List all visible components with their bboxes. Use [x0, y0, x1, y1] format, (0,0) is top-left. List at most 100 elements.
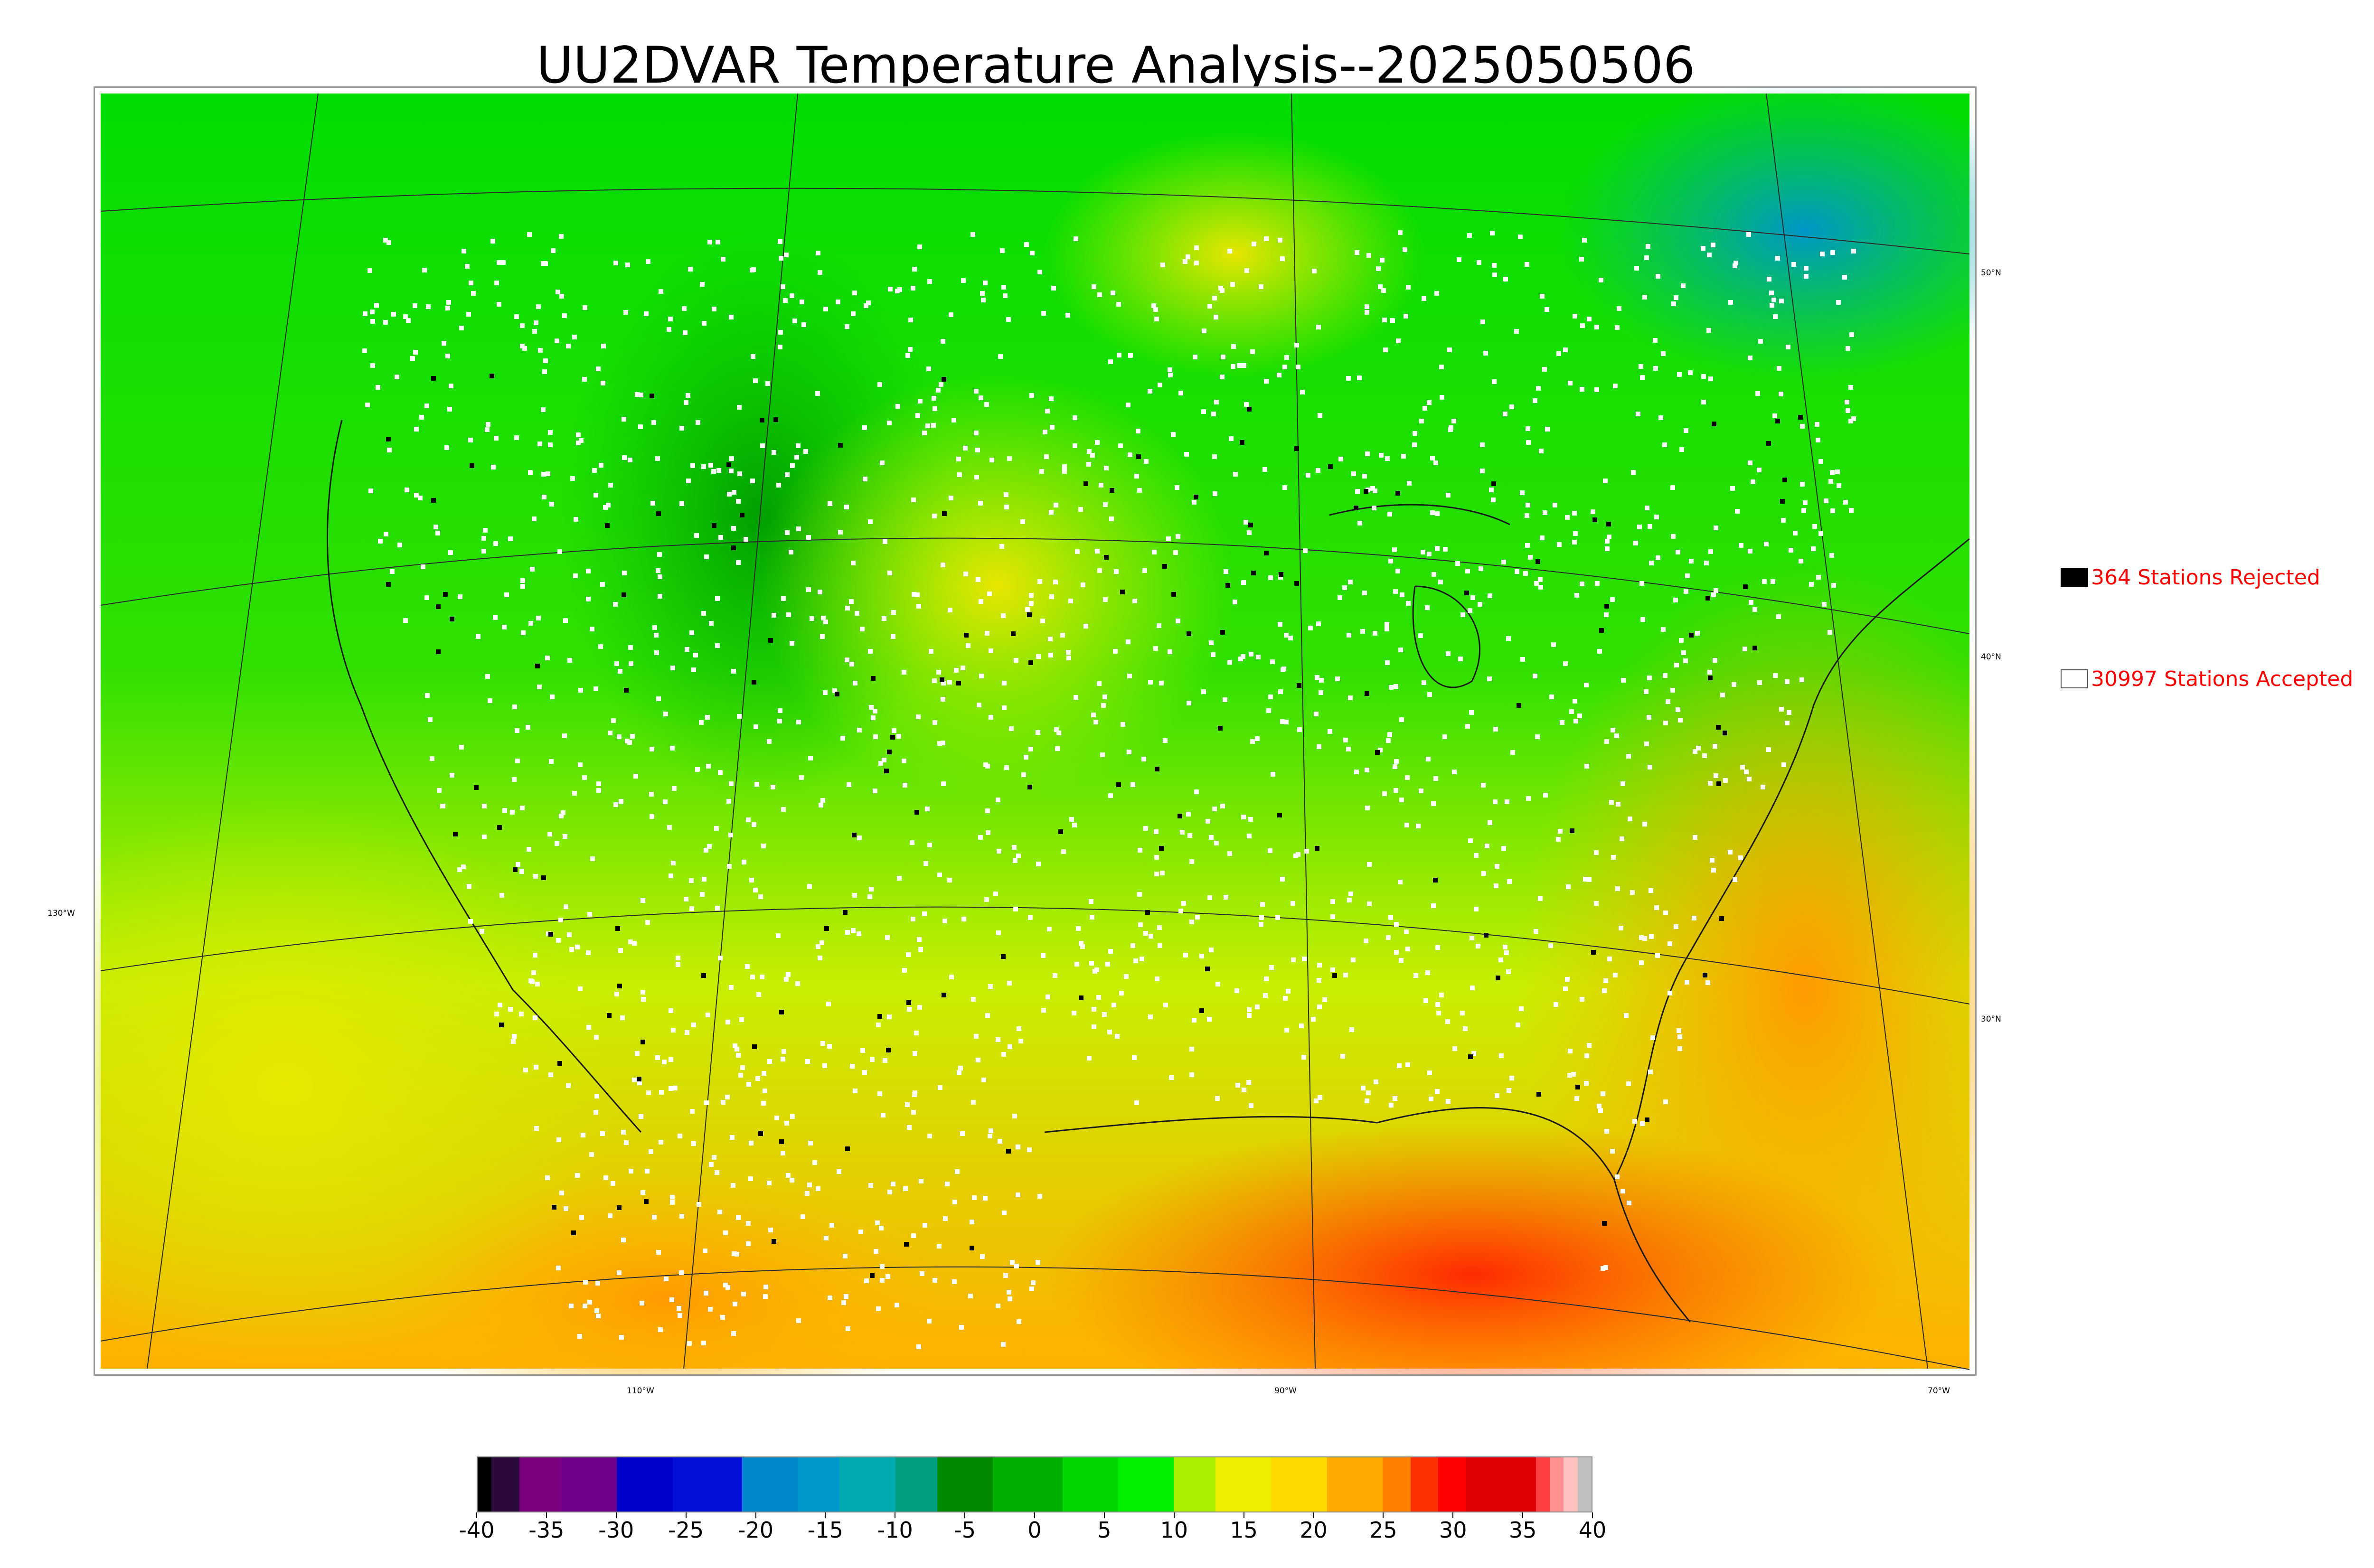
station-accepted	[785, 472, 790, 477]
station-accepted	[671, 1028, 676, 1033]
station-rejected	[557, 1061, 562, 1066]
station-rejected	[942, 377, 946, 382]
station-accepted	[482, 804, 487, 808]
station-accepted	[679, 501, 684, 506]
station-accepted	[641, 1190, 645, 1195]
station-accepted	[1041, 953, 1046, 958]
station-accepted	[1714, 526, 1718, 530]
station-accepted	[627, 740, 632, 745]
station-accepted	[1259, 915, 1264, 920]
station-accepted	[705, 715, 710, 720]
station-accepted	[914, 1031, 919, 1035]
station-rejected	[1279, 572, 1283, 577]
station-accepted	[922, 431, 927, 435]
station-accepted	[533, 1015, 537, 1020]
station-rejected	[760, 418, 764, 423]
station-accepted	[1041, 1008, 1046, 1013]
station-accepted	[1679, 447, 1684, 452]
station-accepted	[1620, 1189, 1625, 1193]
station-accepted	[466, 312, 471, 317]
station-accepted	[659, 1090, 664, 1095]
station-accepted	[1733, 263, 1737, 268]
station-accepted	[1242, 363, 1246, 368]
station-accepted	[1419, 419, 1424, 423]
station-accepted	[1572, 540, 1577, 545]
station-accepted	[613, 802, 618, 807]
station-accepted	[1501, 560, 1506, 564]
station-accepted	[387, 448, 392, 452]
station-accepted	[727, 492, 732, 497]
station-accepted	[1640, 375, 1645, 380]
station-accepted	[1849, 332, 1854, 337]
station-accepted	[512, 1034, 517, 1039]
station-accepted	[1119, 991, 1124, 995]
station-accepted	[1791, 262, 1796, 267]
station-accepted	[1143, 826, 1148, 831]
station-accepted	[426, 304, 431, 309]
station-accepted	[1800, 482, 1805, 487]
station-accepted	[1406, 285, 1411, 290]
station-accepted	[838, 530, 843, 535]
station-accepted	[1141, 757, 1146, 761]
station-accepted	[911, 1110, 916, 1115]
station-accepted	[685, 1030, 689, 1035]
station-rejected	[1247, 407, 1252, 412]
station-accepted	[1133, 958, 1138, 963]
station-accepted	[961, 666, 965, 670]
station-accepted	[1639, 960, 1644, 965]
station-accepted	[1569, 709, 1574, 714]
station-accepted	[1648, 524, 1652, 529]
station-accepted	[958, 1066, 963, 1070]
station-accepted	[1492, 263, 1497, 268]
station-accepted	[960, 1131, 965, 1136]
station-accepted	[712, 1155, 716, 1160]
station-accepted	[1090, 453, 1095, 458]
station-rejected	[1517, 703, 1521, 708]
station-accepted	[1107, 1030, 1112, 1034]
station-rejected	[450, 617, 454, 621]
station-accepted	[748, 1176, 753, 1181]
station-accepted	[569, 1304, 574, 1308]
station-accepted	[1405, 775, 1410, 780]
station-accepted	[1733, 877, 1737, 882]
station-rejected	[1294, 446, 1299, 451]
station-accepted	[590, 856, 595, 861]
station-accepted	[1656, 274, 1660, 279]
station-accepted	[491, 465, 496, 469]
station-accepted	[822, 1063, 827, 1068]
station-accepted	[1492, 272, 1497, 277]
station-accepted	[1846, 408, 1850, 413]
station-accepted	[1707, 253, 1712, 257]
station-accepted	[781, 807, 786, 812]
station-accepted	[1478, 602, 1482, 607]
station-accepted	[1661, 627, 1666, 632]
station-accepted	[1049, 396, 1054, 401]
station-accepted	[1492, 379, 1497, 384]
station-rejected	[1110, 488, 1114, 493]
station-accepted	[986, 830, 990, 835]
station-rejected	[1743, 584, 1748, 589]
station-accepted	[1028, 747, 1033, 751]
station-accepted	[754, 782, 759, 787]
station-accepted	[594, 686, 598, 691]
station-accepted	[1818, 459, 1823, 464]
station-accepted	[1347, 898, 1352, 902]
station-accepted	[1526, 440, 1531, 445]
station-accepted	[424, 404, 429, 408]
station-accepted	[777, 719, 782, 723]
station-accepted	[732, 490, 736, 495]
station-accepted	[583, 1304, 587, 1308]
station-accepted	[877, 1091, 882, 1096]
station-accepted	[1563, 347, 1568, 352]
station-accepted	[1194, 789, 1199, 794]
station-accepted	[1140, 957, 1144, 961]
station-accepted	[1413, 431, 1417, 436]
station-accepted	[1148, 389, 1152, 394]
station-accepted	[1054, 503, 1058, 507]
station-accepted	[1095, 549, 1100, 554]
station-accepted	[556, 290, 560, 294]
station-accepted	[1644, 255, 1649, 260]
station-accepted	[727, 864, 732, 869]
station-accepted	[686, 479, 691, 483]
colorbar-tick	[1313, 1512, 1314, 1518]
